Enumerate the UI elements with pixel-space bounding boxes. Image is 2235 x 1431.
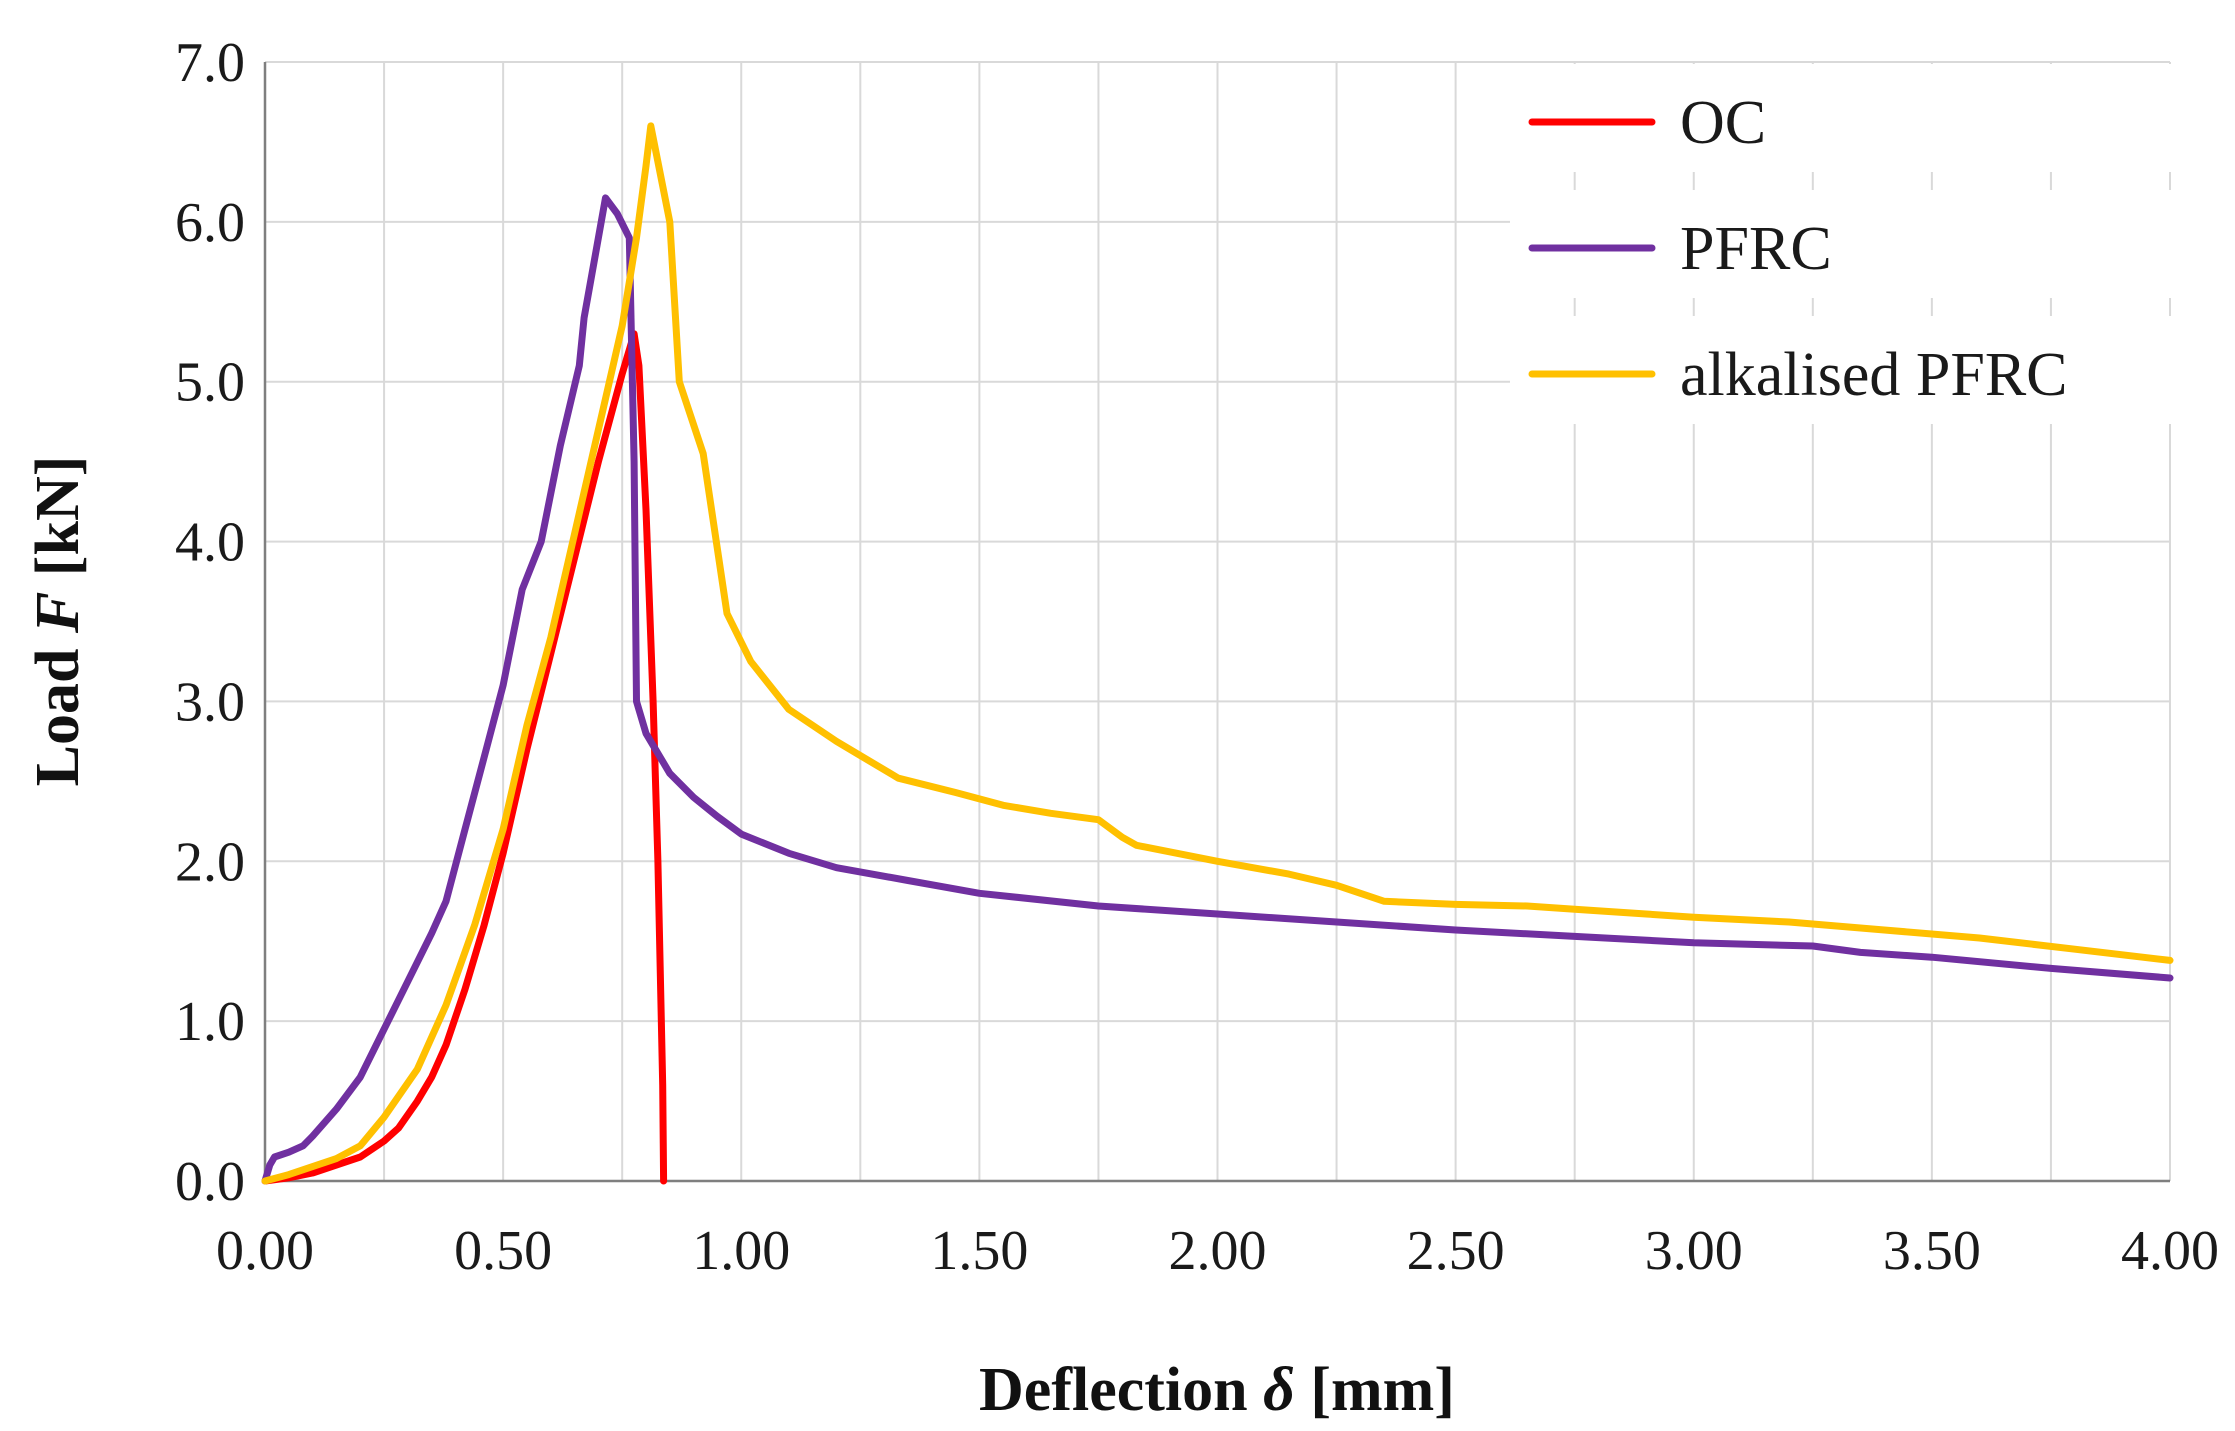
x-tick-label: 2.00 bbox=[1169, 1220, 1267, 1282]
y-tick-labels: 0.0 1.0 2.0 3.0 4.0 5.0 6.0 7.0 bbox=[175, 32, 245, 1213]
series-line-pfrc bbox=[261, 194, 2174, 1185]
legend-label-oc: OC bbox=[1680, 89, 1766, 157]
y-tick-label: 4.0 bbox=[175, 512, 245, 574]
axes bbox=[263, 62, 2170, 1183]
x-tick-label: 3.00 bbox=[1645, 1220, 1743, 1282]
y-axis-title-prefix: Load bbox=[24, 633, 92, 786]
x-axis-title: Deflection δ [mm] bbox=[979, 1356, 1455, 1424]
x-axis-title-symbol: δ bbox=[1263, 1356, 1295, 1424]
y-axis-title-suffix: [kN] bbox=[24, 456, 92, 592]
legend-entry-bg-oc bbox=[1510, 64, 2190, 172]
y-tick-label: 1.0 bbox=[175, 991, 245, 1053]
x-tick-label: 4.00 bbox=[2121, 1220, 2219, 1282]
legend: OC PFRC alkalised PFRC bbox=[1510, 64, 2190, 424]
y-axis-title: Load F [kN] bbox=[24, 456, 92, 787]
legend-entry-bg-alkalised-pfrc bbox=[1510, 316, 2190, 424]
x-tick-label: 3.50 bbox=[1883, 1220, 1981, 1282]
series-line-alkalised-pfrc bbox=[261, 122, 2174, 1185]
legend-entry-bg-pfrc bbox=[1510, 190, 2190, 298]
legend-label-pfrc: PFRC bbox=[1680, 215, 1832, 283]
y-tick-label: 5.0 bbox=[175, 352, 245, 414]
x-tick-label: 2.50 bbox=[1407, 1220, 1505, 1282]
x-tick-labels: 0.00 0.50 1.00 1.50 2.00 2.50 3.00 3.50 4.00 bbox=[216, 1220, 2219, 1282]
series-line-oc bbox=[261, 330, 668, 1185]
x-tick-label: 1.50 bbox=[930, 1220, 1028, 1282]
gridlines bbox=[265, 61, 2171, 1181]
x-tick-label: 1.00 bbox=[692, 1220, 790, 1282]
y-tick-label: 3.0 bbox=[175, 671, 245, 733]
x-axis-title-prefix: Deflection bbox=[979, 1356, 1263, 1424]
legend-label-alkalised-pfrc: alkalised PFRC bbox=[1680, 341, 2068, 409]
series-lines bbox=[261, 122, 2174, 1185]
x-tick-label: 0.00 bbox=[216, 1220, 314, 1282]
x-tick-label: 0.50 bbox=[454, 1220, 552, 1282]
y-tick-label: 2.0 bbox=[175, 831, 245, 893]
y-tick-label: 0.0 bbox=[175, 1151, 245, 1213]
x-axis-title-suffix: [mm] bbox=[1295, 1356, 1455, 1424]
y-axis-title-symbol: F bbox=[24, 592, 92, 634]
y-tick-label: 6.0 bbox=[175, 192, 245, 254]
y-tick-label: 7.0 bbox=[175, 32, 245, 94]
